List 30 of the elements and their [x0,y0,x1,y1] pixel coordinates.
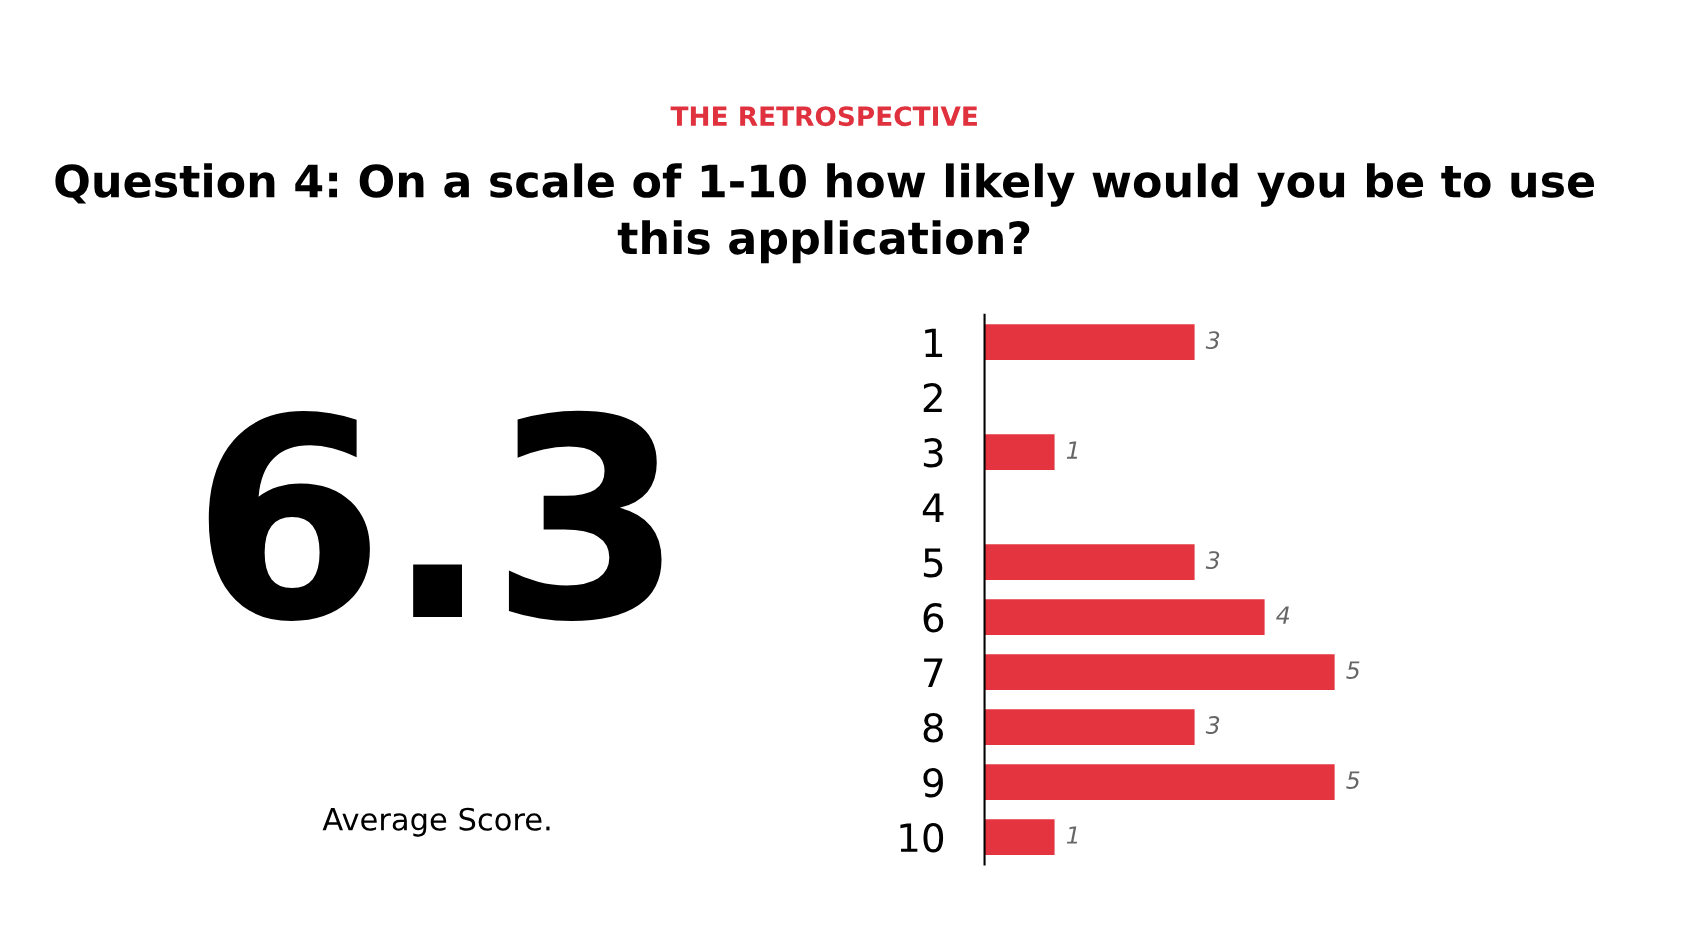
y-tick-label: 3 [923,438,943,468]
y-tick-label: 2 [923,383,942,412]
data-label: 3 [1205,716,1220,734]
data-label: 5 [1346,771,1360,789]
text: 6.3 [208,410,662,621]
y-tick-label: 4 [922,493,944,522]
y-tick-label: 10 [900,823,944,853]
bar [984,819,1055,855]
bar [984,434,1055,471]
chart-title: Question 4: On a scale of 1-10 how likely would you be to use this application? [55,163,1595,264]
y-tick-label: 7 [924,658,943,687]
y-tick-label: 6 [923,603,944,633]
y-tick-label: 8 [923,713,943,743]
bar [984,654,1335,690]
data-label: 1 [1066,441,1078,459]
bar [984,599,1265,636]
bar [984,324,1195,361]
chart-subtitle: THE RETROSPECTIVE [670,106,977,127]
text: Average Score. [322,807,550,837]
data-label: 3 [1205,551,1220,570]
data-label: 5 [1346,661,1360,679]
data-label: 1 [1066,826,1078,844]
y-tick-label: 5 [923,548,943,578]
data-label: 3 [1205,331,1220,350]
y-tick-label: 1 [925,328,943,357]
bar [984,764,1335,800]
data-label: 4 [1276,606,1290,624]
y-tick-label: 9 [923,768,943,798]
bar [984,709,1195,745]
bar [984,544,1195,581]
